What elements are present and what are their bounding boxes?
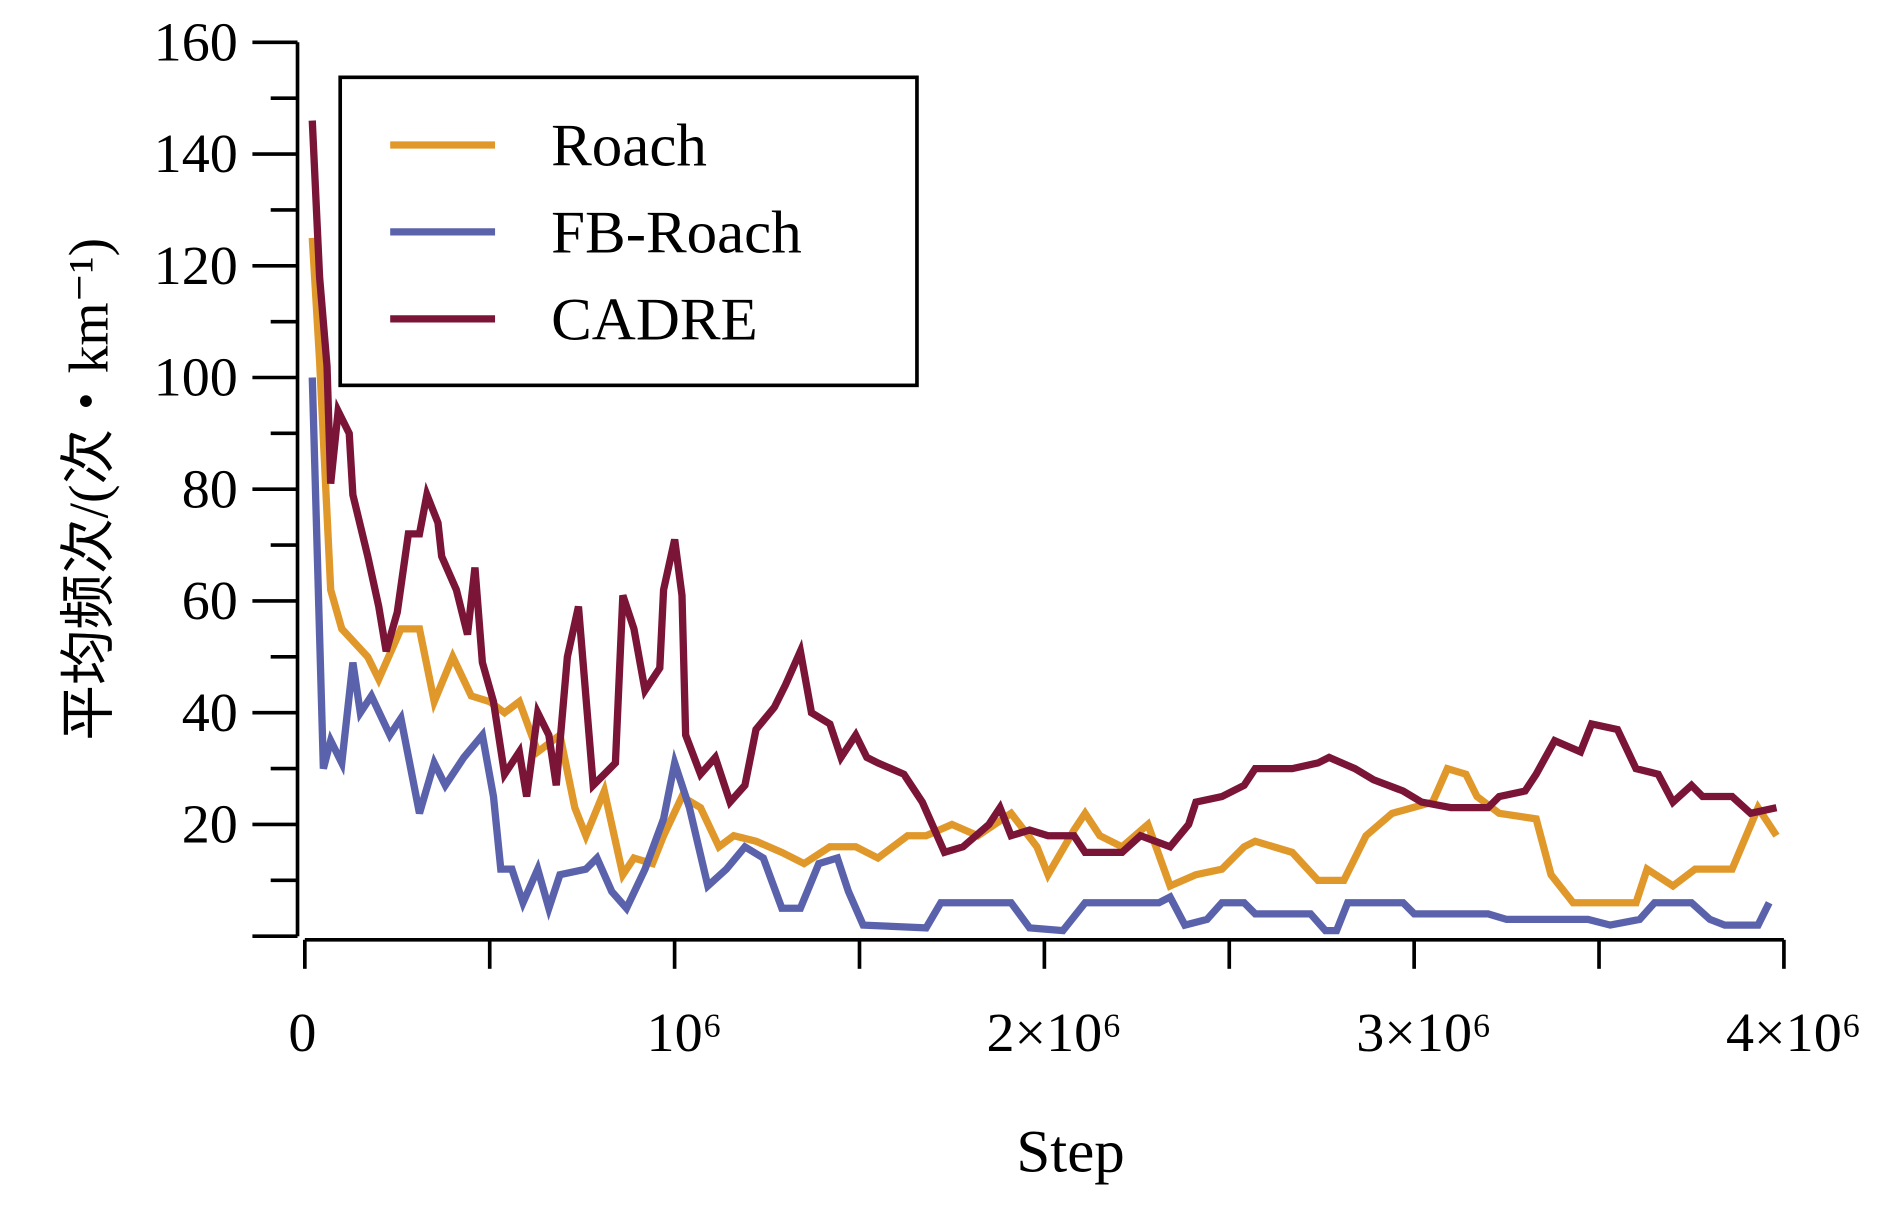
x-tick-label: 2×10⁶ <box>986 1002 1121 1064</box>
series-line-cadre <box>308 120 1778 857</box>
series-lines <box>308 120 1780 935</box>
y-tick-label: 20 <box>182 794 238 856</box>
legend: Roach FB-Roach CADRE <box>338 75 919 388</box>
x-tick-label: 0 <box>288 1002 316 1064</box>
y-tick-label: 100 <box>154 347 238 409</box>
x-tick-label: 4×10⁶ <box>1726 1002 1861 1064</box>
y-tick-label: 60 <box>182 570 238 632</box>
x-tick-label: 10⁶ <box>647 1002 723 1064</box>
y-tick-label: 40 <box>182 682 238 744</box>
legend-label: CADRE <box>551 287 758 354</box>
series-line-fb-roach <box>308 377 1773 935</box>
y-tick-label: 80 <box>182 459 238 521</box>
legend-label: Roach <box>551 113 707 180</box>
legend-label: FB-Roach <box>551 200 802 267</box>
axes: 20 40 60 80 100 120 140 160 0 10⁶ 2×10⁶ 3×10⁶ 4×10⁶ <box>154 12 1862 1064</box>
y-tick-label: 140 <box>154 123 238 185</box>
x-tick-label: 3×10⁶ <box>1356 1002 1491 1064</box>
x-axis-label: Step <box>1016 1119 1124 1186</box>
y-axis-label: 平均频次/(次・km⁻¹) <box>58 238 120 741</box>
y-tick-label: 160 <box>154 12 238 74</box>
y-tick-label: 120 <box>154 235 238 297</box>
